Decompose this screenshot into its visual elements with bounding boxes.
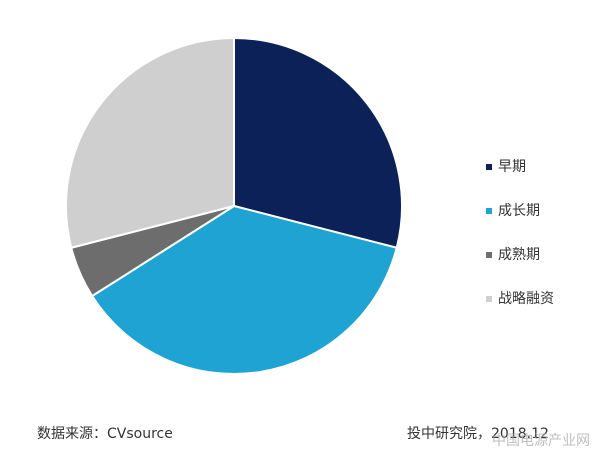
legend-label: 成熟期 bbox=[498, 247, 540, 263]
source-note: 数据来源：CVsource bbox=[37, 426, 173, 442]
watermark: 中国电源产业网 bbox=[492, 433, 590, 449]
pie-slice bbox=[65, 36, 235, 249]
legend-label: 战略融资 bbox=[498, 291, 554, 307]
legend-swatch bbox=[486, 296, 492, 302]
legend-label: 成长期 bbox=[498, 203, 540, 219]
pie-slice bbox=[233, 36, 403, 249]
legend-swatch bbox=[486, 164, 492, 170]
legend-swatch bbox=[486, 252, 492, 258]
legend-swatch bbox=[486, 208, 492, 214]
credit-note: 投中研究院，2018.12 bbox=[407, 426, 549, 442]
legend-label: 早期 bbox=[498, 159, 526, 175]
